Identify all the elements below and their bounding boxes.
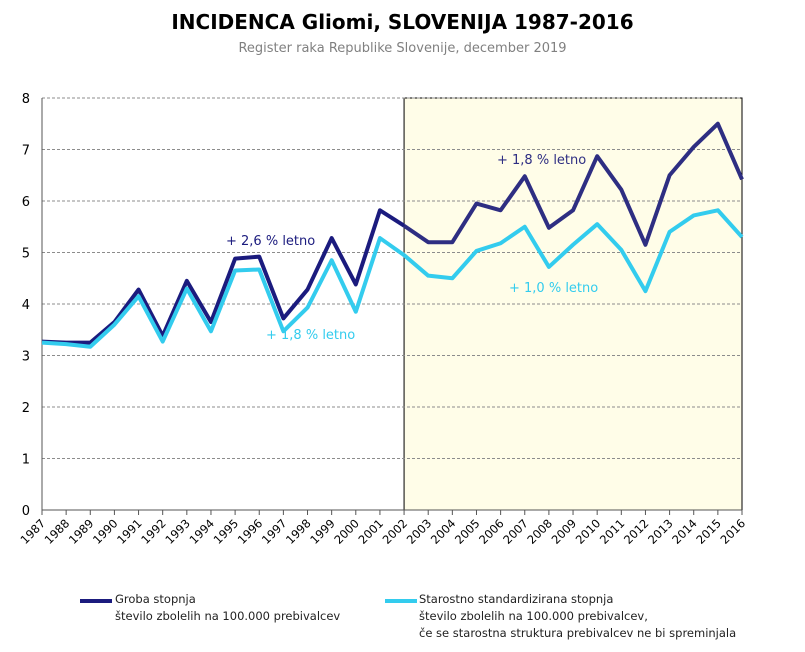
x-tick-label: 2005 xyxy=(452,516,483,547)
x-tick-label: 1999 xyxy=(307,516,338,547)
legend-desc: število zbolelih na 100.000 prebivalcev, xyxy=(419,609,648,623)
y-tick-label: 3 xyxy=(22,350,30,365)
y-tick-label: 7 xyxy=(22,144,30,159)
annotation-label: + 2,6 % letno xyxy=(226,234,315,249)
series-line-1 xyxy=(41,236,406,349)
series-line-0 xyxy=(41,208,406,345)
x-tick-label: 1995 xyxy=(211,516,242,547)
x-tick-label: 2004 xyxy=(428,516,459,547)
x-tick-label: 2012 xyxy=(621,516,652,547)
x-tick-label: 1993 xyxy=(162,516,193,547)
x-tick-label: 2000 xyxy=(331,516,362,547)
y-tick-label: 2 xyxy=(22,401,30,416)
x-tick-label: 2010 xyxy=(573,516,604,547)
x-tick-label: 1996 xyxy=(235,516,266,547)
legend-standard: Starostno standardizirana stopnja števil… xyxy=(419,591,736,642)
chart-subtitle: Register raka Republike Slovenije, decem… xyxy=(238,41,567,56)
x-tick-label: 2008 xyxy=(524,516,555,547)
legend-desc2: če se starostna struktura prebivalcev ne… xyxy=(419,626,737,640)
x-tick-label: 1997 xyxy=(259,516,290,547)
x-tick-label: 2002 xyxy=(380,516,411,547)
x-tick-label: 1989 xyxy=(66,516,97,547)
y-tick-label: 5 xyxy=(22,247,30,262)
x-tick-label: 2015 xyxy=(693,516,724,547)
x-tick-label: 2016 xyxy=(718,516,749,547)
y-tick-label: 8 xyxy=(22,92,30,107)
x-tick-label: 2009 xyxy=(549,516,580,547)
x-tick-label: 2001 xyxy=(355,516,386,547)
annotation-label: + 1,0 % letno xyxy=(509,281,598,296)
x-tick-label: 1990 xyxy=(90,516,121,547)
legend-swatch-groba xyxy=(80,599,112,603)
annotation-label: + 1,8 % letno xyxy=(497,153,586,168)
legend-label: Groba stopnja xyxy=(115,592,196,606)
x-tick-label: 1998 xyxy=(283,516,314,547)
y-tick-label: 4 xyxy=(22,298,30,313)
chart-title: INCIDENCA Gliomi, SLOVENIJA 1987-2016 xyxy=(171,10,634,34)
x-tick-label: 2006 xyxy=(476,516,507,547)
legend-swatch-standard xyxy=(385,599,417,603)
x-tick-label: 1987 xyxy=(18,516,49,547)
x-tick-label: 2011 xyxy=(597,516,628,547)
x-tick-label: 2007 xyxy=(500,516,531,547)
x-tick-label: 1991 xyxy=(114,516,145,547)
x-tick-label: 1994 xyxy=(186,516,217,547)
x-tick-label: 2003 xyxy=(404,516,435,547)
y-tick-label: 6 xyxy=(22,195,30,210)
y-tick-label: 1 xyxy=(22,453,30,468)
x-tick-label: 1988 xyxy=(42,516,73,547)
legend-groba: Groba stopnja število zbolelih na 100.00… xyxy=(115,591,340,625)
legend-label: Starostno standardizirana stopnja xyxy=(419,592,614,606)
legend-desc: število zbolelih na 100.000 prebivalcev xyxy=(115,609,341,623)
annotation-label: + 1,8 % letno xyxy=(266,328,355,343)
x-tick-label: 2013 xyxy=(645,516,676,547)
x-tick-label: 1992 xyxy=(138,516,169,547)
y-tick-label: 0 xyxy=(22,504,30,519)
x-tick-label: 2014 xyxy=(669,516,700,547)
